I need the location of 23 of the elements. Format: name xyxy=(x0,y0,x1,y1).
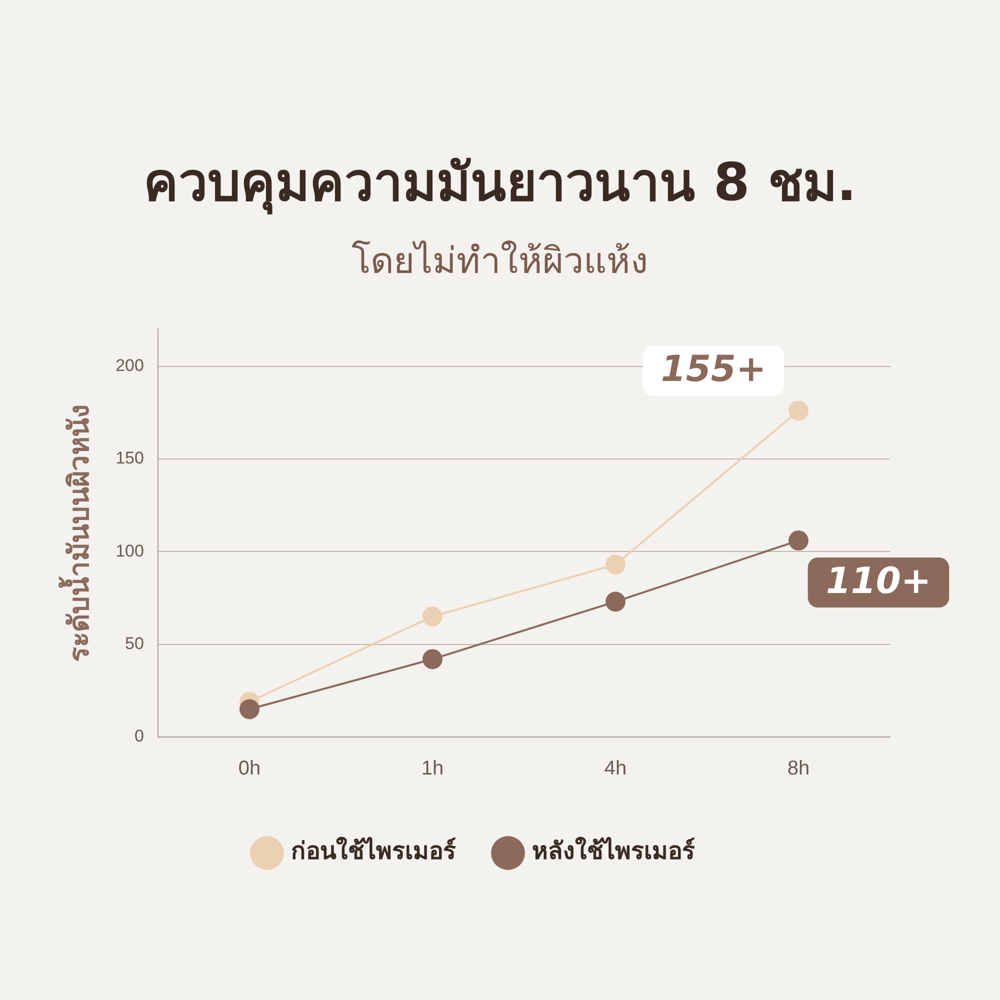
x-tick-label: 0h xyxy=(238,758,261,780)
annotation: 110+ xyxy=(826,560,932,602)
x-tick-label: 4h xyxy=(604,758,627,780)
y-tick-label: 200 xyxy=(116,356,144,375)
legend-label: ก่อนใช้ไพรเมอร์ xyxy=(291,836,456,866)
point xyxy=(239,699,260,720)
y-tick-label: 100 xyxy=(116,541,144,560)
x-tick-label: 1h xyxy=(421,758,444,780)
point xyxy=(605,554,626,575)
y-axis-title: ระดับน้ำมันบนผิวหนัง xyxy=(58,404,95,662)
legend-label: หลังใช้ไพรเมอร์ xyxy=(532,836,695,866)
y-tick-label: 50 xyxy=(125,634,144,654)
point xyxy=(605,592,626,612)
point xyxy=(788,530,808,551)
point xyxy=(422,649,442,670)
y-tick-label: 150 xyxy=(116,448,144,468)
y-tick-label: 0 xyxy=(134,726,144,746)
annotation: 155+ xyxy=(660,349,766,390)
point xyxy=(422,606,442,627)
point xyxy=(788,400,808,421)
x-tick-label: 8h xyxy=(787,758,810,780)
chart-subtitle: โดยไม่ทำให้ผิวแห้ง xyxy=(350,239,650,284)
chart-title: ควบคุมความมันยาวนาน 8 ชม. xyxy=(142,152,858,216)
